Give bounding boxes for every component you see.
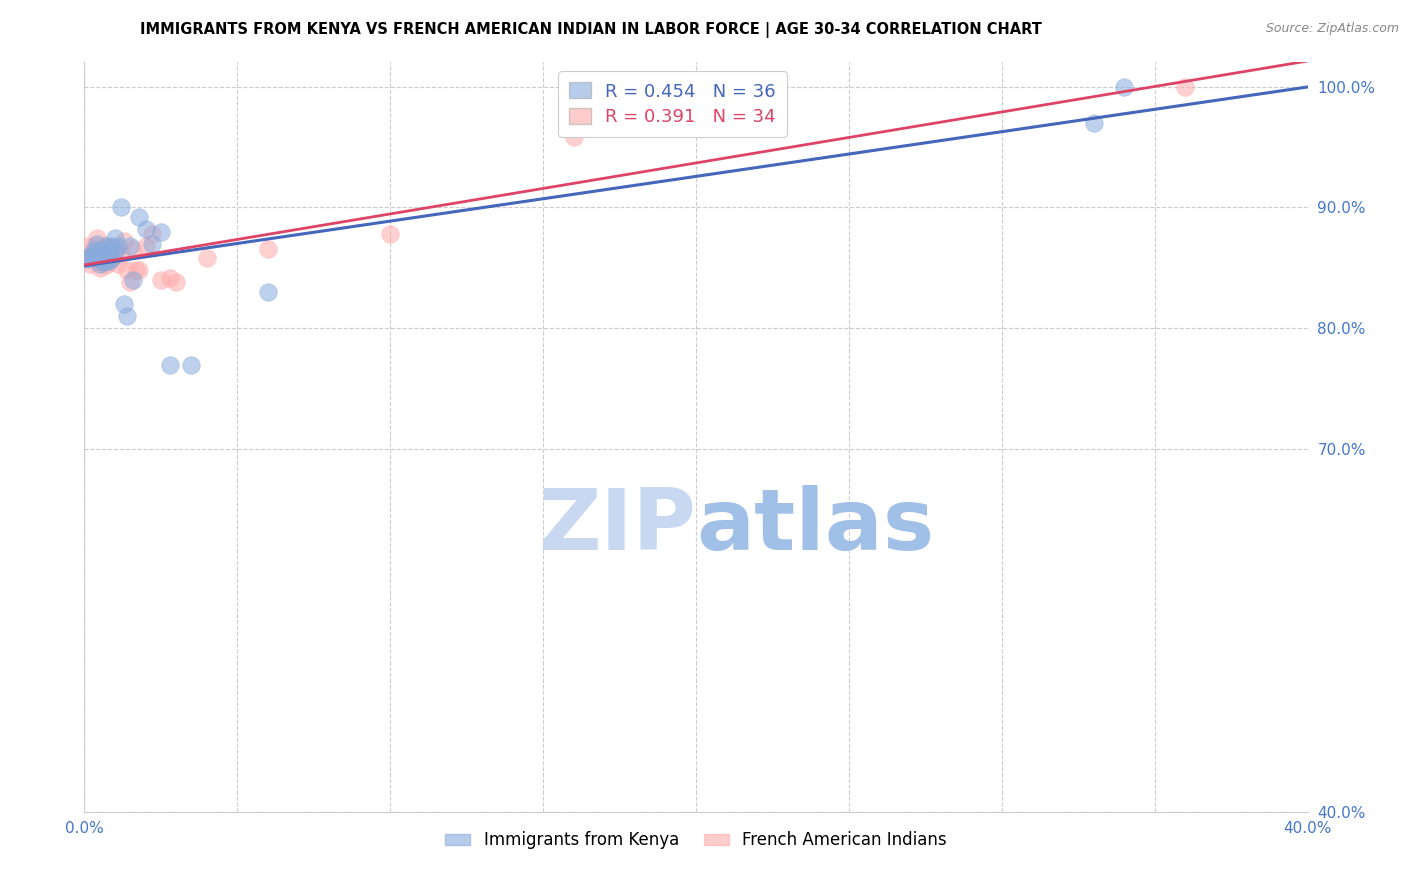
Point	[79, 249, 101, 263]
Point	[91, 246, 114, 260]
Point	[91, 255, 114, 269]
Point	[380, 227, 402, 241]
Point	[83, 251, 105, 265]
Point	[141, 236, 163, 251]
Point	[122, 273, 145, 287]
Point	[149, 273, 172, 287]
Point	[97, 245, 120, 260]
Point	[101, 239, 124, 253]
Point	[101, 251, 124, 265]
Point	[125, 263, 148, 277]
Point	[257, 242, 280, 256]
Point	[159, 270, 181, 285]
Point	[135, 222, 157, 236]
Point	[83, 239, 105, 253]
Point	[159, 358, 181, 372]
Point	[86, 230, 108, 244]
Point	[79, 251, 101, 265]
Text: Source: ZipAtlas.com: Source: ZipAtlas.com	[1265, 22, 1399, 36]
Point	[112, 297, 135, 311]
Point	[83, 243, 105, 257]
Point	[94, 253, 117, 268]
Point	[94, 239, 117, 253]
Point	[89, 260, 111, 275]
Point	[86, 255, 108, 269]
Point	[1083, 116, 1105, 130]
Point	[97, 253, 120, 268]
Point	[89, 251, 111, 265]
Point	[97, 255, 120, 269]
Point	[110, 246, 132, 260]
Point	[91, 253, 114, 268]
Point	[89, 257, 111, 271]
Point	[180, 358, 202, 372]
Point	[195, 251, 218, 265]
Point	[91, 246, 114, 260]
Point	[104, 230, 127, 244]
Point	[83, 246, 105, 260]
Point	[94, 239, 117, 253]
Point	[107, 239, 129, 253]
Point	[149, 225, 172, 239]
Point	[101, 251, 124, 265]
Point	[86, 236, 108, 251]
Point	[141, 227, 163, 241]
Point	[122, 242, 145, 256]
Point	[128, 210, 150, 224]
Point	[104, 244, 127, 258]
Point	[165, 276, 187, 290]
Point	[76, 252, 98, 267]
Point	[76, 251, 98, 265]
Point	[135, 239, 157, 253]
Point	[110, 201, 132, 215]
Point	[89, 246, 111, 260]
Point	[562, 130, 585, 145]
Point	[115, 263, 138, 277]
Point	[120, 239, 142, 253]
Point	[1174, 79, 1197, 94]
Point	[94, 259, 117, 273]
Point	[257, 285, 280, 299]
Text: IMMIGRANTS FROM KENYA VS FRENCH AMERICAN INDIAN IN LABOR FORCE | AGE 30-34 CORRE: IMMIGRANTS FROM KENYA VS FRENCH AMERICAN…	[139, 22, 1042, 38]
Point	[76, 239, 98, 253]
Point	[79, 257, 101, 271]
Point	[120, 276, 142, 290]
Point	[1114, 79, 1136, 94]
Point	[107, 257, 129, 271]
Point	[104, 246, 127, 260]
Point	[94, 246, 117, 260]
Text: atlas: atlas	[696, 485, 934, 568]
Point	[128, 263, 150, 277]
Text: ZIP: ZIP	[538, 485, 696, 568]
Point	[112, 235, 135, 249]
Point	[86, 251, 108, 265]
Point	[89, 243, 111, 257]
Point	[115, 310, 138, 324]
Legend: Immigrants from Kenya, French American Indians: Immigrants from Kenya, French American I…	[439, 824, 953, 855]
